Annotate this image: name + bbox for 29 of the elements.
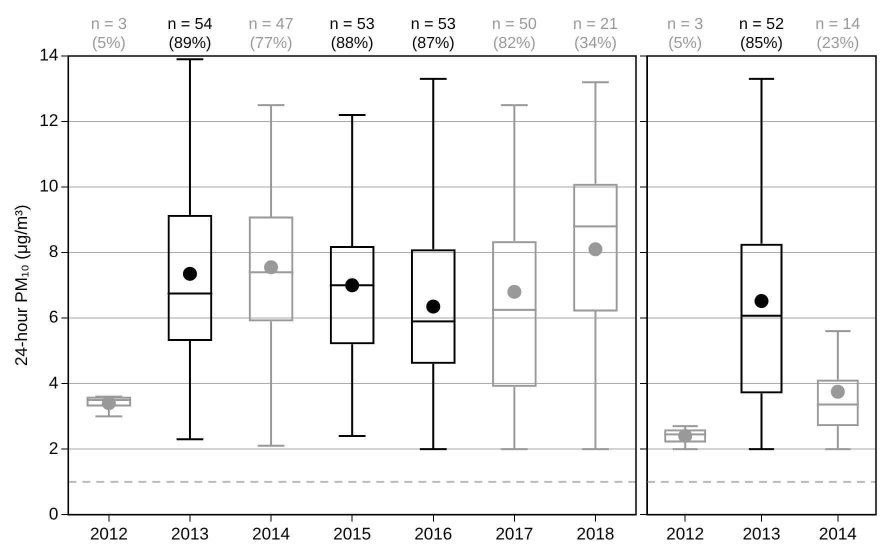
text: n = 53 (87%) <box>410 16 456 52</box>
y-tick-label: 12 <box>39 111 58 130</box>
y-tick-label: 4 <box>48 373 58 392</box>
x-tick-label: 2014 <box>818 524 857 544</box>
y-tick-label: 6 <box>48 308 58 327</box>
text: n = 21 (34%) <box>572 16 618 52</box>
y-tick-label: 10 <box>39 176 58 196</box>
x-tick-label: 2015 <box>333 524 372 544</box>
text: n = 54 (89%) <box>167 16 213 52</box>
x-tick-label: 2014 <box>252 524 290 544</box>
text: n = 3 (5%) <box>667 16 704 52</box>
y-tick-label: 0 <box>48 504 58 524</box>
text: n = 50 (82%) <box>492 16 537 52</box>
x-tick-label: 2013 <box>171 524 209 544</box>
x-tick-label: 2012 <box>666 524 704 544</box>
x-tick-label: 2017 <box>495 524 534 544</box>
y-axis-title: 24-hour PM₁₀ (μg/m³) <box>12 204 31 366</box>
text: n = 14 (23%) <box>815 16 860 52</box>
text: n = 53 (88%) <box>330 16 375 52</box>
y-tick-label: 2 <box>48 438 58 458</box>
x-tick-label: 2013 <box>742 524 780 544</box>
x-tick-label: 2012 <box>90 524 128 544</box>
x-tick-label: 2016 <box>414 524 452 544</box>
y-tick-label: 14 <box>39 46 58 65</box>
text: n = 3 (5%) <box>90 16 127 52</box>
y-tick-label: 8 <box>48 242 58 262</box>
text: n = 47 (77%) <box>248 16 294 52</box>
text: n = 52 (85%) <box>739 16 784 52</box>
x-tick-label: 2018 <box>576 524 614 544</box>
